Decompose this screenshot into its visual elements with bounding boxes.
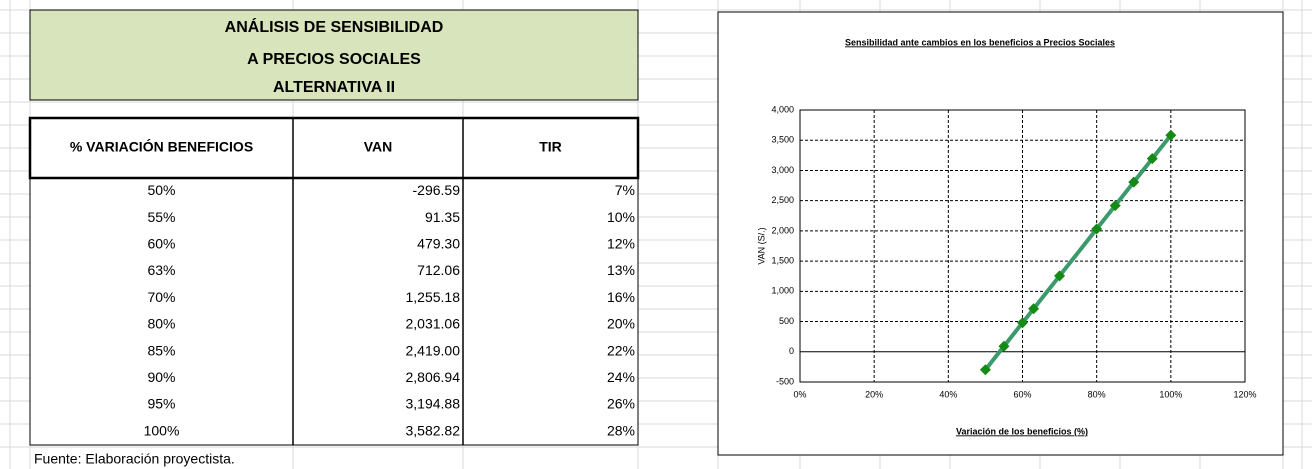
y-tick-label: 1,000	[771, 286, 794, 296]
y-tick-label: 1,500	[771, 255, 794, 265]
chart-title: Sensibilidad ante cambios en los benefic…	[845, 37, 1115, 47]
y-tick-label: 2,500	[771, 195, 794, 205]
table: % VARIACIÓN BENEFICIOS VAN TIR 50% -296.59 7%…	[28, 116, 640, 446]
table-cell: -296.59	[413, 182, 461, 198]
data-point	[1091, 223, 1103, 235]
series-line	[983, 133, 1173, 371]
table-cell: 50%	[147, 182, 175, 198]
y-tick-label: 3,000	[771, 165, 794, 175]
source-note: Fuente: Elaboración proyectista.	[34, 451, 235, 467]
table-cell: 28%	[607, 422, 635, 438]
header-box	[29, 9, 639, 101]
column-header: % VARIACIÓN BENEFICIOS	[70, 138, 253, 155]
table-cell: 16%	[607, 289, 635, 305]
x-tick-label: 120%	[1233, 389, 1256, 399]
table-cell: 100%	[144, 422, 180, 438]
y-tick-label: 0	[789, 346, 794, 356]
table-cell: 24%	[607, 369, 635, 385]
data-point	[1146, 153, 1158, 165]
table-cell: 7%	[615, 182, 635, 198]
data-point	[1054, 270, 1066, 282]
table-header-border	[28, 116, 640, 180]
table-cell: 63%	[147, 262, 175, 278]
data-point	[1165, 129, 1177, 141]
y-tick-label: 500	[779, 316, 794, 326]
data-point	[1028, 303, 1040, 315]
x-axis-label: Variación de los beneficios (%)	[956, 426, 1088, 436]
table-cell: 712.06	[417, 262, 460, 278]
x-tick-label: 20%	[865, 389, 883, 399]
table-cell: 70%	[147, 289, 175, 305]
data-point	[1109, 200, 1121, 212]
header-line: ALTERNATIVA II	[273, 79, 395, 96]
table-cell: 90%	[147, 369, 175, 385]
header-line: A PRECIOS SOCIALES	[247, 51, 421, 68]
chart: Sensibilidad ante cambios en los benefic…	[756, 37, 1256, 436]
data-point	[1128, 176, 1140, 188]
table-cell: 20%	[607, 316, 635, 332]
x-tick-label: 0%	[793, 389, 806, 399]
column-header: VAN	[364, 139, 393, 155]
table-cell: 479.30	[417, 235, 460, 251]
y-tick-label: 2,000	[771, 225, 794, 235]
table-cell: 13%	[607, 262, 635, 278]
y-tick-label: 3,500	[771, 135, 794, 145]
data-point	[979, 364, 991, 376]
data-point	[1017, 317, 1028, 329]
table-cell: 12%	[607, 235, 635, 251]
column-header: TIR	[539, 139, 562, 155]
table-cell: 26%	[607, 396, 635, 412]
x-tick-label: 80%	[1088, 389, 1106, 399]
table-cell: 60%	[147, 235, 175, 251]
header-line: ANÁLISIS DE SENSIBILIDAD	[225, 17, 444, 36]
table-cell: 2,031.06	[406, 316, 461, 332]
x-tick-label: 100%	[1159, 389, 1182, 399]
y-tick-label: 4,000	[771, 104, 794, 114]
table-cell: 55%	[147, 209, 175, 225]
table-cell: 85%	[147, 342, 175, 358]
data-point	[998, 340, 1010, 352]
table-cell: 2,419.00	[406, 342, 461, 358]
table-cell: 10%	[607, 209, 635, 225]
table-cell: 80%	[147, 316, 175, 332]
table-cell: 1,255.18	[406, 289, 461, 305]
table-cell: 3,582.82	[406, 422, 461, 438]
table-cell: 22%	[607, 342, 635, 358]
table-cell: 91.35	[425, 209, 460, 225]
table-cell: 3,194.88	[406, 396, 461, 412]
y-axis-label: VAN (S/.)	[756, 227, 766, 264]
table-cell: 95%	[147, 396, 175, 412]
y-tick-label: -500	[776, 376, 794, 386]
x-tick-label: 40%	[939, 389, 957, 399]
table-cell: 2,806.94	[406, 369, 461, 385]
table-bg	[29, 117, 639, 446]
x-tick-label: 60%	[1013, 389, 1031, 399]
